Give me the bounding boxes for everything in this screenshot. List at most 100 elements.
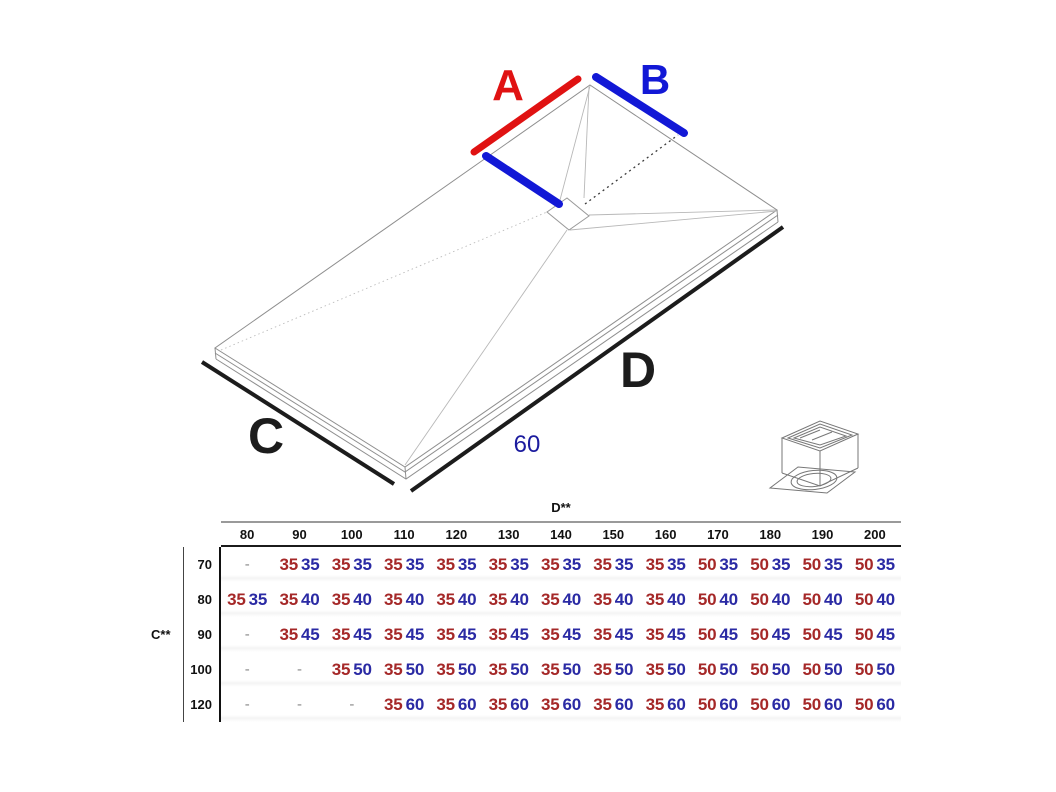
table-cell: 35 45: [436, 624, 477, 644]
table-cell: 35 50: [331, 659, 372, 679]
table-cell: 35 40: [384, 589, 425, 609]
table-cell: -: [244, 556, 250, 573]
table-cell: 50 35: [854, 554, 895, 574]
table-cell: 50 40: [802, 589, 843, 609]
column-header: 180: [759, 526, 782, 542]
table-cell: 35 60: [645, 694, 686, 714]
tray-outline: [214, 84, 779, 480]
dimension-line-d: [409, 225, 785, 493]
column-header: 140: [550, 526, 572, 542]
row-header: 100: [190, 662, 212, 677]
dimension-line-c: [200, 360, 396, 486]
table-cell: 35 40: [436, 589, 477, 609]
table-cell: 35 45: [593, 624, 634, 644]
table-cell: 35 45: [488, 624, 529, 644]
dimension-line-a: [470, 75, 582, 156]
table-cell: 50 40: [854, 589, 895, 609]
table-cell: -: [244, 661, 250, 678]
table-cell: 50 50: [854, 659, 895, 679]
table-cell: 35 50: [593, 659, 634, 679]
column-header: 120: [445, 526, 468, 542]
table-cell: 50 35: [750, 554, 791, 574]
table-cell: 35 60: [436, 694, 477, 714]
column-header: 80: [239, 526, 255, 542]
table-cell: -: [244, 696, 250, 713]
table-cell: 35 50: [488, 659, 529, 679]
table-cell: 35 60: [593, 694, 634, 714]
table-cell: 35 40: [279, 589, 320, 609]
table-cell: 50 45: [697, 624, 738, 644]
table-cell: 35 45: [384, 624, 425, 644]
table-cell: 50 60: [750, 694, 791, 714]
table-cell: 35 35: [488, 554, 529, 574]
dimension-line-b-inner: [482, 152, 563, 208]
table-cell: 35 40: [593, 589, 634, 609]
size-table: D** C** 70 80 90 100 120 80 90 100 110 120 130 140…: [151, 500, 907, 722]
table-cell: 35 35: [540, 554, 581, 574]
table-cell: 35 35: [384, 554, 425, 574]
table-cell: 35 40: [488, 589, 529, 609]
table-grid: - 35 35 35 35 35 35 35 35 35 35 35 35 35 35 35 35 50 35 50 3…: [221, 547, 901, 722]
table-cell: 35 40: [331, 589, 372, 609]
table-cell: 50 35: [697, 554, 738, 574]
table-cell: -: [297, 696, 302, 713]
dimension-line-b: [592, 73, 688, 137]
column-header: 90: [292, 526, 307, 542]
table-cell: -: [244, 626, 250, 643]
table-cell: 50 45: [854, 624, 895, 644]
table-cell: 50 40: [750, 589, 791, 609]
column-header: 100: [340, 526, 363, 542]
table-cell: 35 50: [540, 659, 581, 679]
table-cell: 35 40: [540, 589, 581, 609]
label-c: C: [248, 408, 284, 464]
table-cell: 35 50: [384, 659, 425, 679]
column-header: 150: [602, 526, 625, 542]
table-cell: 35 40: [645, 589, 686, 609]
table-cell: 35 60: [384, 694, 425, 714]
column-headers: 80 90 100 110 120 130 140 150 160 170 180 190 200: [221, 521, 901, 547]
row-header: 120: [190, 697, 212, 712]
table-cell: 35 60: [488, 694, 529, 714]
table-cell: 35 50: [645, 659, 686, 679]
table-cell: 35 45: [540, 624, 581, 644]
table-cell: 35 35: [331, 554, 372, 574]
table-cell: 35 35: [436, 554, 477, 574]
table-cell: 50 60: [697, 694, 738, 714]
table-cell: 50 50: [697, 659, 738, 679]
table-cell: 50 45: [802, 624, 843, 644]
table-cell: 35 35: [227, 589, 268, 609]
column-header: 110: [393, 526, 415, 542]
table-c-header: C**: [151, 627, 171, 642]
table-cell: 50 45: [750, 624, 791, 644]
row-header: 70: [197, 557, 212, 572]
table-cell: 35 35: [593, 554, 634, 574]
table-cell: 50 60: [802, 694, 843, 714]
label-depth-60: 60: [514, 431, 541, 458]
table-cell: 35 45: [279, 624, 320, 644]
label-d: D: [620, 342, 656, 398]
table-cell: 35 45: [645, 624, 686, 644]
table-cell: 50 60: [854, 694, 895, 714]
table-cell: 35 60: [540, 694, 581, 714]
table-cell: -: [297, 661, 302, 678]
table-cell: 50 40: [697, 589, 738, 609]
label-b: B: [640, 56, 670, 103]
table-cell: 35 45: [331, 624, 372, 644]
table-cell: -: [349, 696, 355, 713]
row-labels: 70 80 90 100 120: [183, 547, 221, 722]
column-header: 200: [863, 526, 886, 542]
table-cell: 50 35: [802, 554, 843, 574]
row-header: 90: [197, 627, 212, 642]
table-d-header: D**: [551, 500, 571, 515]
table-cell: 35 35: [279, 554, 320, 574]
column-header: 130: [497, 526, 520, 542]
table-cell: 35 35: [645, 554, 686, 574]
label-a: A: [492, 61, 524, 110]
column-header: 190: [811, 526, 834, 542]
column-header: 160: [654, 526, 677, 542]
row-header: 80: [197, 592, 212, 607]
tray-crease-lines: [220, 85, 778, 466]
table-cell: 50 50: [750, 659, 791, 679]
